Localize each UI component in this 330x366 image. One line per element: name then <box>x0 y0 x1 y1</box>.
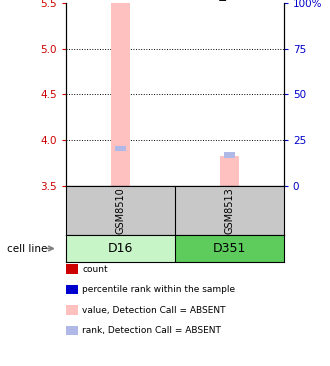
Text: count: count <box>82 265 108 273</box>
Bar <box>219 156 239 186</box>
Bar <box>115 146 126 151</box>
Bar <box>111 3 130 186</box>
Bar <box>66 285 78 294</box>
Text: GSM8510: GSM8510 <box>115 187 125 234</box>
Text: D351: D351 <box>213 242 246 255</box>
Bar <box>224 152 235 157</box>
Bar <box>66 264 78 274</box>
Text: D16: D16 <box>108 242 133 255</box>
Bar <box>66 235 175 262</box>
Bar <box>66 326 78 335</box>
Text: value, Detection Call = ABSENT: value, Detection Call = ABSENT <box>82 306 226 314</box>
Text: percentile rank within the sample: percentile rank within the sample <box>82 285 236 294</box>
Text: cell line: cell line <box>7 243 47 254</box>
Bar <box>66 305 78 315</box>
Bar <box>175 235 284 262</box>
Text: rank, Detection Call = ABSENT: rank, Detection Call = ABSENT <box>82 326 221 335</box>
Text: GSM8513: GSM8513 <box>224 187 234 234</box>
